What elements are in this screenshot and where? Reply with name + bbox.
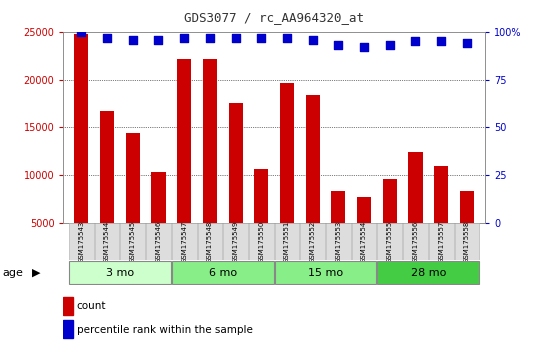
Text: GDS3077 / rc_AA964320_at: GDS3077 / rc_AA964320_at bbox=[184, 11, 364, 24]
Bar bbox=[383, 179, 397, 271]
Bar bbox=[74, 34, 88, 271]
Bar bbox=[249, 223, 274, 260]
Point bbox=[231, 35, 240, 40]
Bar bbox=[274, 261, 376, 284]
Bar bbox=[197, 223, 222, 260]
Point bbox=[283, 35, 291, 40]
Text: count: count bbox=[77, 301, 106, 311]
Point bbox=[257, 35, 266, 40]
Text: age: age bbox=[3, 268, 24, 278]
Bar bbox=[172, 261, 274, 284]
Bar bbox=[203, 59, 217, 271]
Bar bbox=[126, 133, 140, 271]
Text: GSM175557: GSM175557 bbox=[438, 221, 444, 263]
Bar bbox=[177, 59, 191, 271]
Bar bbox=[69, 223, 94, 260]
Text: percentile rank within the sample: percentile rank within the sample bbox=[77, 325, 253, 335]
Point bbox=[360, 44, 369, 50]
Bar bbox=[429, 223, 453, 260]
Point bbox=[206, 35, 214, 40]
Text: GSM175545: GSM175545 bbox=[130, 221, 136, 263]
Bar bbox=[254, 170, 268, 271]
Point bbox=[180, 35, 188, 40]
Text: GSM175556: GSM175556 bbox=[413, 221, 418, 263]
Point bbox=[462, 40, 471, 46]
Text: GSM175549: GSM175549 bbox=[233, 221, 239, 263]
Text: GSM175558: GSM175558 bbox=[464, 221, 470, 263]
Bar bbox=[223, 223, 248, 260]
Bar bbox=[455, 223, 479, 260]
Bar bbox=[95, 223, 120, 260]
Bar bbox=[434, 166, 449, 271]
Point bbox=[128, 37, 137, 42]
Bar bbox=[352, 223, 376, 260]
Bar bbox=[274, 223, 299, 260]
Text: GSM175550: GSM175550 bbox=[258, 221, 264, 263]
Bar bbox=[100, 111, 114, 271]
Bar bbox=[326, 223, 351, 260]
Bar bbox=[377, 261, 479, 284]
Text: 15 mo: 15 mo bbox=[308, 268, 343, 278]
Point bbox=[411, 39, 420, 44]
Bar bbox=[146, 223, 171, 260]
Bar bbox=[408, 152, 423, 271]
Text: GSM175552: GSM175552 bbox=[310, 221, 316, 263]
Bar bbox=[152, 172, 165, 271]
Text: ▶: ▶ bbox=[32, 268, 40, 278]
Bar bbox=[300, 223, 325, 260]
Text: GSM175551: GSM175551 bbox=[284, 221, 290, 263]
Text: 6 mo: 6 mo bbox=[209, 268, 237, 278]
Bar bbox=[280, 82, 294, 271]
Text: 3 mo: 3 mo bbox=[106, 268, 134, 278]
Bar bbox=[306, 95, 320, 271]
Text: GSM175555: GSM175555 bbox=[387, 221, 393, 263]
Text: GSM175554: GSM175554 bbox=[361, 221, 367, 263]
Point bbox=[102, 35, 111, 40]
Bar bbox=[69, 261, 171, 284]
Bar bbox=[377, 223, 402, 260]
Point bbox=[385, 42, 394, 48]
Point bbox=[154, 37, 163, 42]
Point bbox=[334, 42, 343, 48]
Bar bbox=[357, 197, 371, 271]
Text: 28 mo: 28 mo bbox=[410, 268, 446, 278]
Text: GSM175544: GSM175544 bbox=[104, 221, 110, 263]
Point bbox=[77, 29, 86, 35]
Bar bbox=[63, 297, 73, 314]
Bar bbox=[63, 320, 73, 338]
Bar bbox=[229, 103, 242, 271]
Text: GSM175543: GSM175543 bbox=[78, 221, 84, 263]
Point bbox=[308, 37, 317, 42]
Bar bbox=[403, 223, 428, 260]
Bar bbox=[460, 192, 474, 271]
Bar bbox=[331, 190, 345, 271]
Bar bbox=[121, 223, 145, 260]
Text: GSM175546: GSM175546 bbox=[155, 221, 161, 263]
Text: GSM175547: GSM175547 bbox=[181, 221, 187, 263]
Text: GSM175548: GSM175548 bbox=[207, 221, 213, 263]
Bar bbox=[172, 223, 197, 260]
Point bbox=[437, 39, 446, 44]
Text: GSM175553: GSM175553 bbox=[336, 221, 342, 263]
